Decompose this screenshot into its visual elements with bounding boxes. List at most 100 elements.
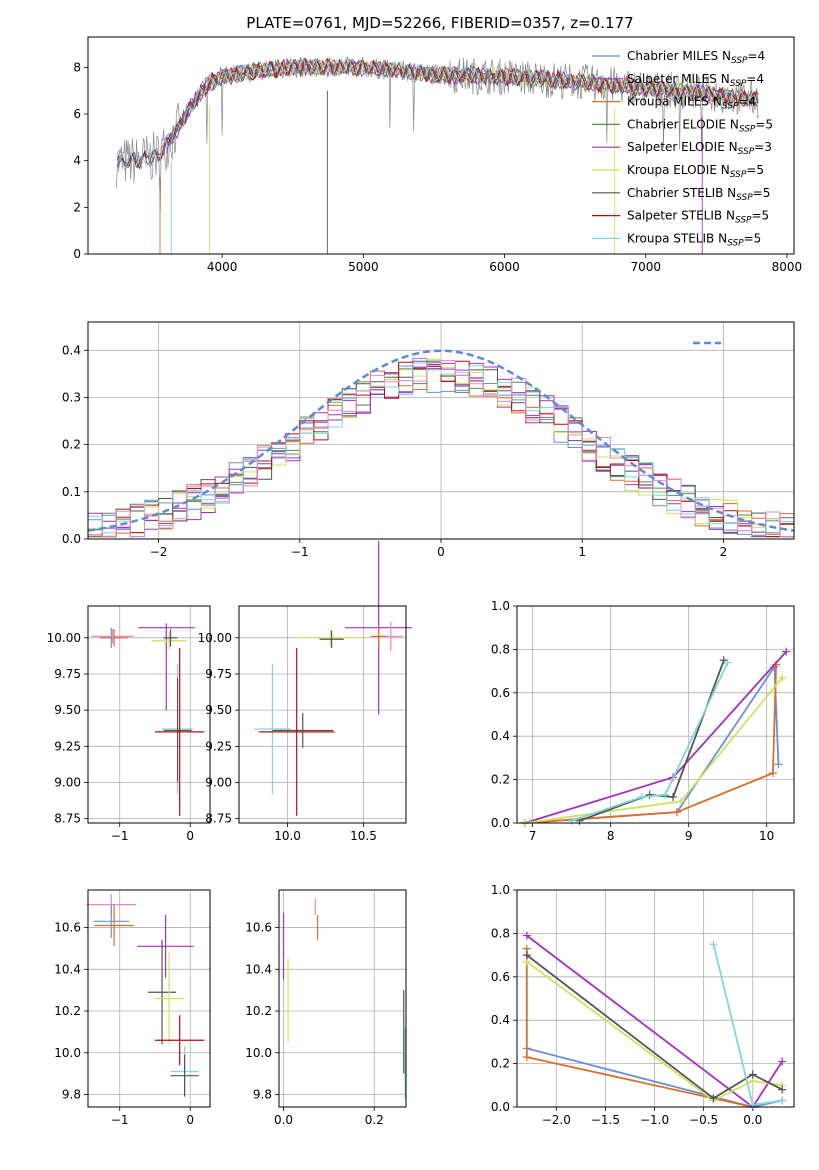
y-tick-label: 6: [73, 107, 81, 121]
y-tick-label: 0.4: [491, 1013, 510, 1027]
model-spectrum-kroupa-elodie: [208, 57, 759, 108]
y-tick-label: 0.4: [491, 729, 510, 743]
y-tick-label: 9.50: [54, 703, 81, 717]
x-tick-label: 9: [685, 829, 693, 843]
legend-nssp-sub: SSP: [730, 170, 747, 180]
plus-marker: [645, 790, 654, 799]
legend-nssp: N: [727, 186, 736, 200]
y-tick-label: 0: [73, 247, 81, 261]
x-tick-label: 0: [186, 1113, 194, 1127]
histogram-step: [88, 360, 794, 538]
y-tick-label: 8: [73, 60, 81, 74]
mass-weight-line: [712, 944, 783, 1106]
legend-nssp-sub: SSP: [727, 238, 744, 248]
model-spectrum-kroupa-stelib: [117, 58, 759, 171]
x-tick-label: 8000: [772, 260, 803, 274]
y-tick-label: 9.8: [253, 1087, 272, 1101]
legend-nssp-value: =5: [755, 117, 773, 131]
y-tick-label: 0.8: [491, 926, 510, 940]
y-tick-label: 9.75: [54, 667, 81, 681]
age-vs-metallicity-panel: −1 0 8.75 9.00 9.25 9.50 9.75 10.00: [47, 605, 211, 843]
x-tick-label: −2.0: [542, 1113, 571, 1127]
y-tick-label: 0.2: [491, 773, 510, 787]
plus-marker: [778, 1085, 787, 1094]
plus-marker: [778, 1096, 787, 1105]
plus-marker: [768, 769, 777, 778]
plus-marker: [567, 816, 576, 825]
y-tick-label: 9.25: [54, 739, 81, 753]
plus-marker: [709, 1094, 718, 1103]
y-tick-label: 10.0: [245, 1046, 272, 1060]
plus-marker: [661, 790, 670, 799]
plus-marker: [778, 673, 787, 682]
x-tick-label: 10: [759, 829, 774, 843]
mass-weight-line: [524, 650, 787, 824]
axes-frame: [87, 889, 211, 1108]
y-tick-label: 9.00: [205, 775, 232, 789]
age-vs-mass-panel: 10.0 10.5 8.75 9.00 9.25 9.50 9.75 10.00: [198, 540, 413, 843]
plus-marker: [782, 647, 791, 656]
mass-vs-metallicity-panel: −1 0 9.8 10.0 10.2 10.4 10.6: [54, 889, 211, 1127]
x-tick-label: −2: [150, 545, 168, 559]
x-tick-label: 7000: [630, 260, 661, 274]
legend-nssp-sub: SSP: [735, 216, 752, 226]
y-tick-label: 9.75: [205, 667, 232, 681]
legend-nssp-value: =3: [754, 140, 772, 154]
legend-label: Kroupa ELODIE NSSP=5: [627, 163, 764, 180]
x-tick-label: 0.0: [743, 1113, 762, 1127]
mass-weight-line: [524, 664, 780, 824]
plus-marker: [709, 940, 718, 949]
mass-weight-vs-metallicity-panel: −2.0 −1.5 −1.0 −0.5 0.0 0.0 0.2 0.4 0.6 0.8 1.0: [491, 883, 795, 1127]
plus-marker: [669, 792, 678, 801]
legend-nssp: N: [718, 231, 727, 245]
x-tick-label: 7: [529, 829, 537, 843]
legend-label: Chabrier ELODIE NSSP=5: [627, 117, 773, 134]
legend-nssp: N: [722, 49, 731, 63]
legend-label: Chabrier MILES NSSP=4: [627, 49, 765, 66]
legend-nssp-sub: SSP: [722, 102, 739, 112]
legend-nssp-value: =4: [746, 72, 764, 86]
y-tick-label: 0.1: [62, 485, 81, 499]
axes-frame: [87, 605, 211, 824]
legend-nssp: N: [721, 72, 730, 86]
x-tick-label: 0: [186, 829, 194, 843]
y-tick-label: 10.00: [198, 631, 232, 645]
axes-frame: [516, 889, 795, 1108]
normal-curve: [87, 349, 795, 532]
y-tick-label: 10.4: [54, 962, 81, 976]
plus-marker: [637, 792, 646, 801]
y-tick-label: 0.6: [491, 970, 510, 984]
figure-title: PLATE=0761, MJD=52266, FIBERID=0357, z=0…: [246, 14, 633, 32]
legend-nssp-value: =5: [751, 209, 769, 223]
y-tick-label: 1.0: [491, 883, 510, 897]
y-tick-label: 10.0: [54, 1046, 81, 1060]
legend-label: Salpeter STELIB NSSP=5: [627, 209, 769, 226]
y-tick-label: 0.0: [62, 532, 81, 546]
x-tick-label: −1.5: [591, 1113, 620, 1127]
residual-histogram-panel: −2 −1 0 1 2 0.0 0.1 0.2 0.3 0.4: [62, 321, 795, 559]
y-tick-label: 0.4: [62, 343, 81, 357]
mass-weight-line: [526, 960, 783, 1102]
legend-nssp-sub: SSP: [736, 193, 753, 203]
x-tick-label: −1: [111, 1113, 129, 1127]
y-tick-label: 10.6: [54, 921, 81, 935]
legend-nssp-value: =4: [747, 49, 765, 63]
plus-marker: [676, 797, 685, 806]
x-tick-label: 5000: [348, 260, 379, 274]
x-tick-label: −1.0: [640, 1113, 669, 1127]
x-tick-label: −1: [291, 545, 309, 559]
plus-marker: [522, 951, 531, 960]
plus-marker: [522, 931, 531, 940]
axes-frame: [278, 889, 407, 1108]
y-tick-label: 0.2: [62, 438, 81, 452]
x-tick-label: 4000: [207, 260, 238, 274]
legend-nssp-sub: SSP: [730, 79, 747, 89]
y-tick-label: 10.2: [54, 1004, 81, 1018]
x-tick-label: 0.2: [365, 1113, 384, 1127]
legend-nssp-value: =4: [738, 95, 756, 109]
legend-nssp: N: [721, 163, 730, 177]
legend-label: Chabrier STELIB NSSP=5: [627, 186, 770, 203]
x-tick-label: 10.5: [350, 829, 377, 843]
mass-weight-line: [525, 948, 753, 1108]
legend-nssp: N: [713, 95, 722, 109]
